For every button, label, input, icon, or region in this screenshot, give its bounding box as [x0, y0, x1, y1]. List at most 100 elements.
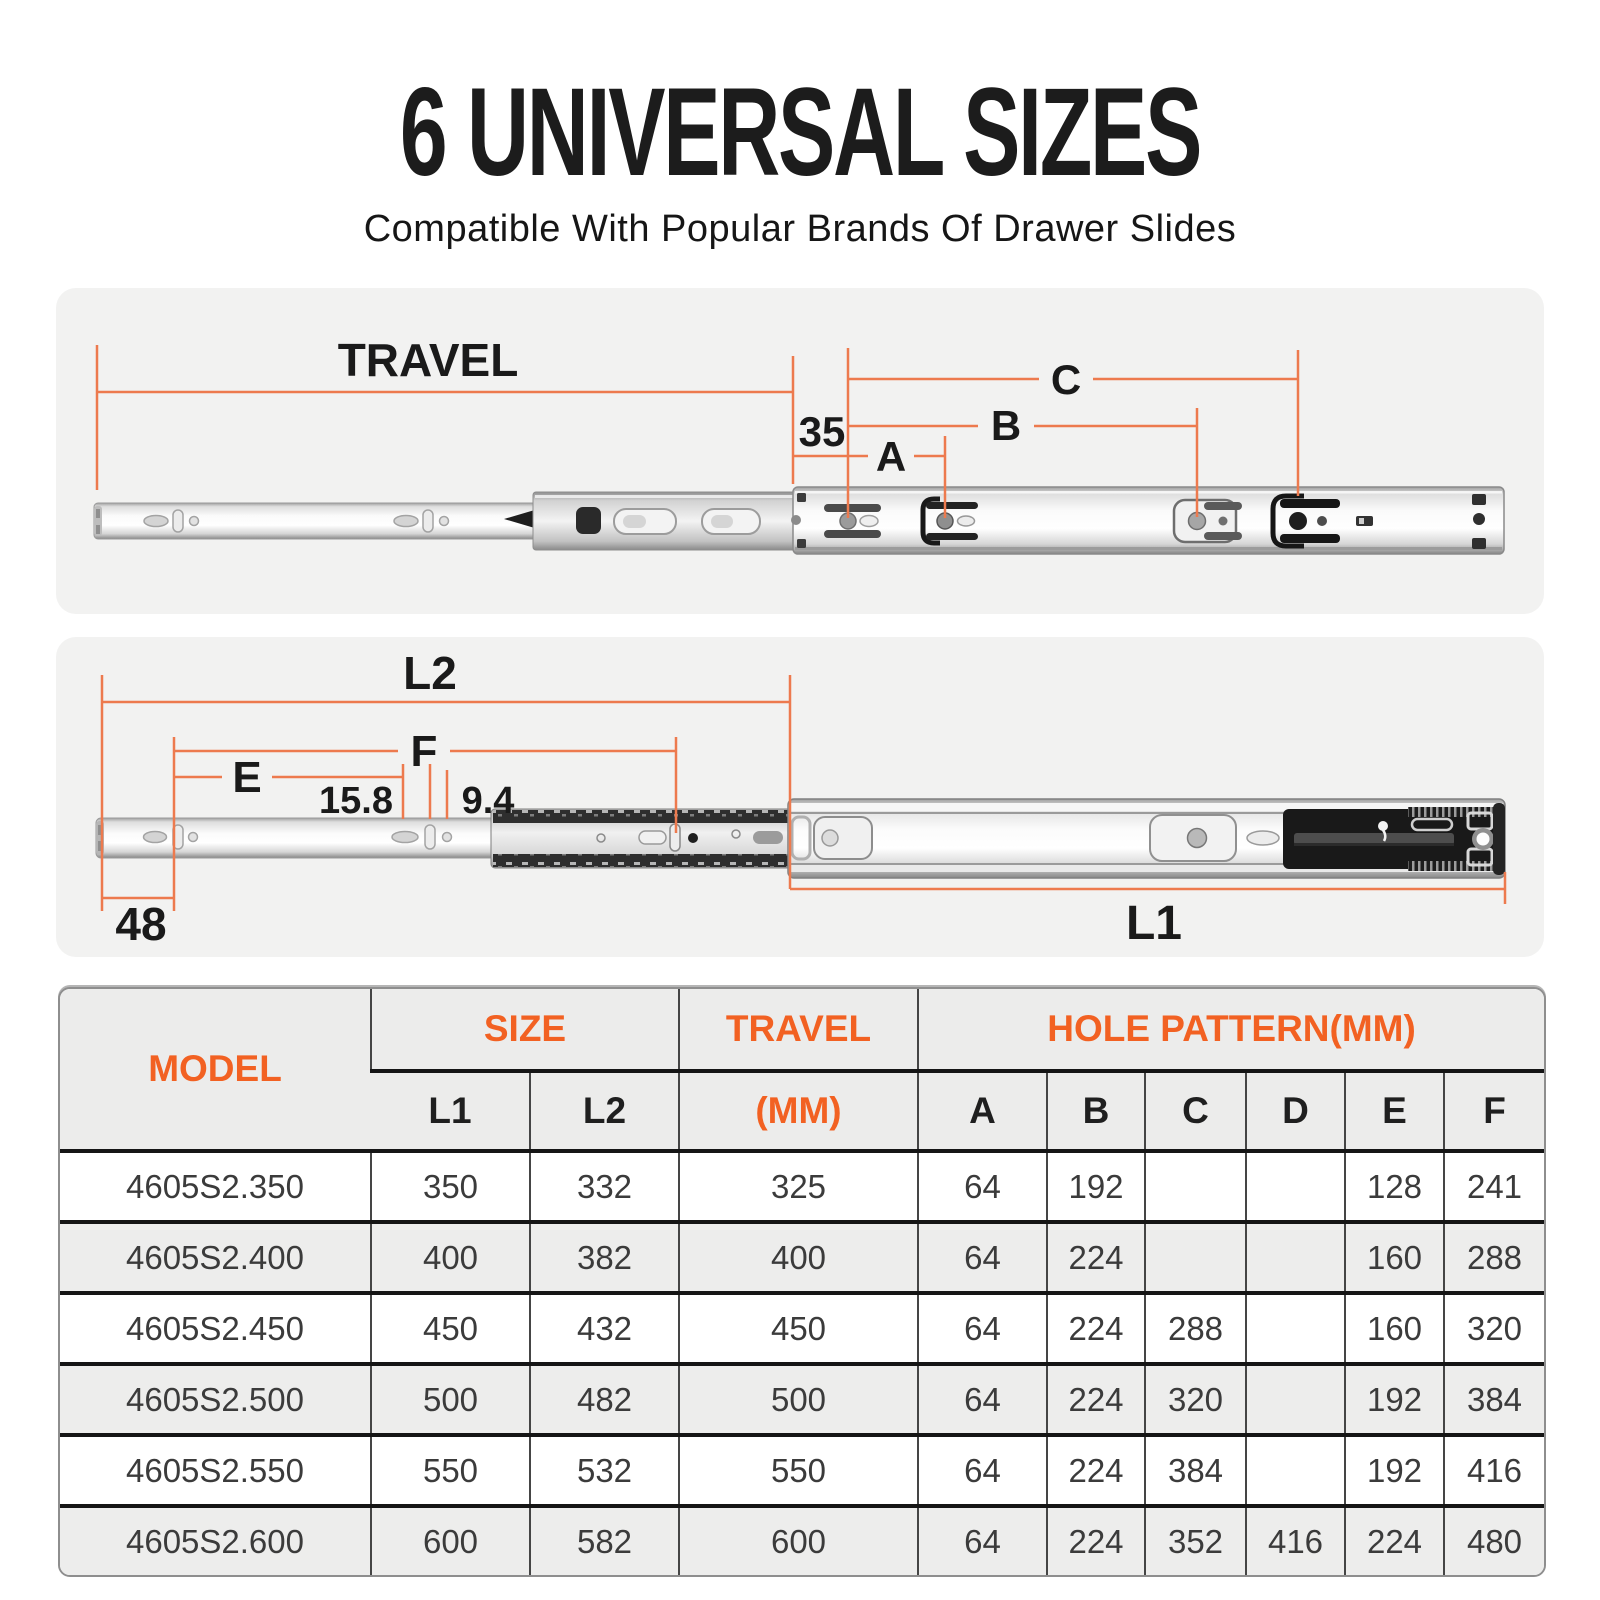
dim-label-l1: L1: [1126, 897, 1182, 950]
drawer-slide-top-view-illustration: TRAVEL 35 A B C: [93, 334, 1505, 555]
cell-f: 241: [1442, 1149, 1544, 1222]
col-header-l2: L2: [529, 1069, 679, 1151]
cell-model: 4605S2.500: [60, 1362, 371, 1435]
cell-f: 320: [1442, 1291, 1544, 1364]
cell-a: 64: [917, 1504, 1047, 1575]
cell-l2: 332: [529, 1149, 679, 1222]
col-header-d: D: [1245, 1069, 1345, 1151]
dim-label-c: C: [1051, 356, 1081, 403]
col-header-f: F: [1442, 1069, 1544, 1151]
cell-d: [1245, 1291, 1345, 1364]
dim-label-l2: L2: [403, 647, 457, 699]
cell-model: 4605S2.600: [60, 1504, 371, 1575]
cell-travel: 400: [678, 1220, 918, 1293]
cell-b: 224: [1046, 1433, 1145, 1506]
cell-travel: 550: [678, 1433, 918, 1506]
cell-e: 192: [1344, 1433, 1444, 1506]
cell-l1: 550: [370, 1433, 530, 1506]
cell-a: 64: [917, 1220, 1047, 1293]
cell-l2: 482: [529, 1362, 679, 1435]
cell-model: 4605S2.550: [60, 1433, 371, 1506]
spec-table: MODEL SIZE TRAVEL HOLE PATTERN(MM) L1 L2…: [60, 989, 1544, 1575]
cell-f: 384: [1442, 1362, 1544, 1435]
cell-f: 416: [1442, 1433, 1544, 1506]
dimension-lines-top: [95, 345, 1300, 518]
dimension-lines-bottom: [100, 675, 1507, 911]
col-header-l1: L1: [371, 1069, 530, 1151]
table-row: 4605S2.450 450 432 450 64 224 288 160 32…: [60, 1291, 1544, 1364]
col-header-b: B: [1046, 1069, 1145, 1151]
cell-b: 224: [1046, 1291, 1145, 1364]
dim-label-b: B: [991, 402, 1021, 449]
dim-label-9-4: 9.4: [462, 780, 515, 822]
table-row: 4605S2.350 350 332 325 64 192 128 241: [60, 1149, 1544, 1222]
cell-model: 4605S2.350: [60, 1149, 371, 1222]
col-header-hole-pattern: HOLE PATTERN(MM): [916, 989, 1544, 1071]
cell-c: 384: [1144, 1433, 1246, 1506]
cell-l1: 350: [370, 1149, 530, 1222]
cell-a: 64: [917, 1291, 1047, 1364]
cell-b: 192: [1046, 1149, 1145, 1222]
drawer-slide-soft-close: [95, 798, 1506, 879]
page-subtitle: Compatible With Popular Brands Of Drawer…: [363, 208, 1237, 250]
cell-l2: 532: [529, 1433, 679, 1506]
cell-f: 480: [1442, 1504, 1544, 1575]
cell-travel: 450: [678, 1291, 918, 1364]
col-header-c: C: [1144, 1069, 1246, 1151]
col-header-size: SIZE: [370, 989, 679, 1071]
page-title: 6 UNIVERSAL SIZES: [399, 61, 1202, 203]
cell-l1: 450: [370, 1291, 530, 1364]
dim-label-35: 35: [799, 408, 846, 455]
dim-label-48: 48: [115, 898, 166, 950]
cell-c: 352: [1144, 1504, 1246, 1575]
cell-e: 160: [1344, 1291, 1444, 1364]
cell-travel: 325: [678, 1149, 918, 1222]
table-row: 4605S2.400 400 382 400 64 224 160 288: [60, 1220, 1544, 1293]
cell-d: [1245, 1149, 1345, 1222]
dim-label-e: E: [232, 753, 261, 802]
cell-e: 192: [1344, 1362, 1444, 1435]
cell-d: 416: [1245, 1504, 1345, 1575]
cell-b: 224: [1046, 1504, 1145, 1575]
table-row: 4605S2.500 500 482 500 64 224 320 192 38…: [60, 1362, 1544, 1435]
col-header-e: E: [1344, 1069, 1444, 1151]
col-header-model: MODEL: [60, 989, 371, 1151]
cell-travel: 600: [678, 1504, 918, 1575]
dim-label-f: F: [411, 727, 438, 776]
cell-e: 224: [1344, 1504, 1444, 1575]
cell-c: 320: [1144, 1362, 1246, 1435]
cell-c: [1144, 1149, 1246, 1222]
cell-d: [1245, 1220, 1345, 1293]
cell-a: 64: [917, 1433, 1047, 1506]
spec-table-container: MODEL SIZE TRAVEL HOLE PATTERN(MM) L1 L2…: [58, 987, 1546, 1577]
cell-l2: 582: [529, 1504, 679, 1575]
diagram-top-panel: TRAVEL 35 A B C: [56, 288, 1544, 614]
table-row: 4605S2.600 600 582 600 64 224 352 416 22…: [60, 1504, 1544, 1575]
dim-label-a: A: [876, 433, 906, 480]
cell-l2: 382: [529, 1220, 679, 1293]
col-header-travel: TRAVEL: [678, 989, 918, 1071]
cell-d: [1245, 1433, 1345, 1506]
cell-a: 64: [917, 1149, 1047, 1222]
cell-e: 160: [1344, 1220, 1444, 1293]
dim-label-travel: TRAVEL: [338, 334, 519, 386]
cell-l1: 400: [370, 1220, 530, 1293]
drawer-slide-bottom-view-illustration: L2 F E 15.8 9.4 48 L1: [95, 647, 1507, 950]
cell-f: 288: [1442, 1220, 1544, 1293]
drawer-slide-extended: [93, 486, 1505, 555]
cell-c: [1144, 1220, 1246, 1293]
cell-l1: 500: [370, 1362, 530, 1435]
cell-b: 224: [1046, 1220, 1145, 1293]
col-header-a: A: [917, 1069, 1047, 1151]
cell-model: 4605S2.450: [60, 1291, 371, 1364]
cell-a: 64: [917, 1362, 1047, 1435]
cell-travel: 500: [678, 1362, 918, 1435]
cell-e: 128: [1344, 1149, 1444, 1222]
cell-c: 288: [1144, 1291, 1246, 1364]
cell-model: 4605S2.400: [60, 1220, 371, 1293]
diagram-bottom-panel: L2 F E 15.8 9.4 48 L1: [56, 637, 1544, 957]
col-header-travel-unit: (MM): [678, 1069, 918, 1151]
cell-d: [1245, 1362, 1345, 1435]
cell-l2: 432: [529, 1291, 679, 1364]
